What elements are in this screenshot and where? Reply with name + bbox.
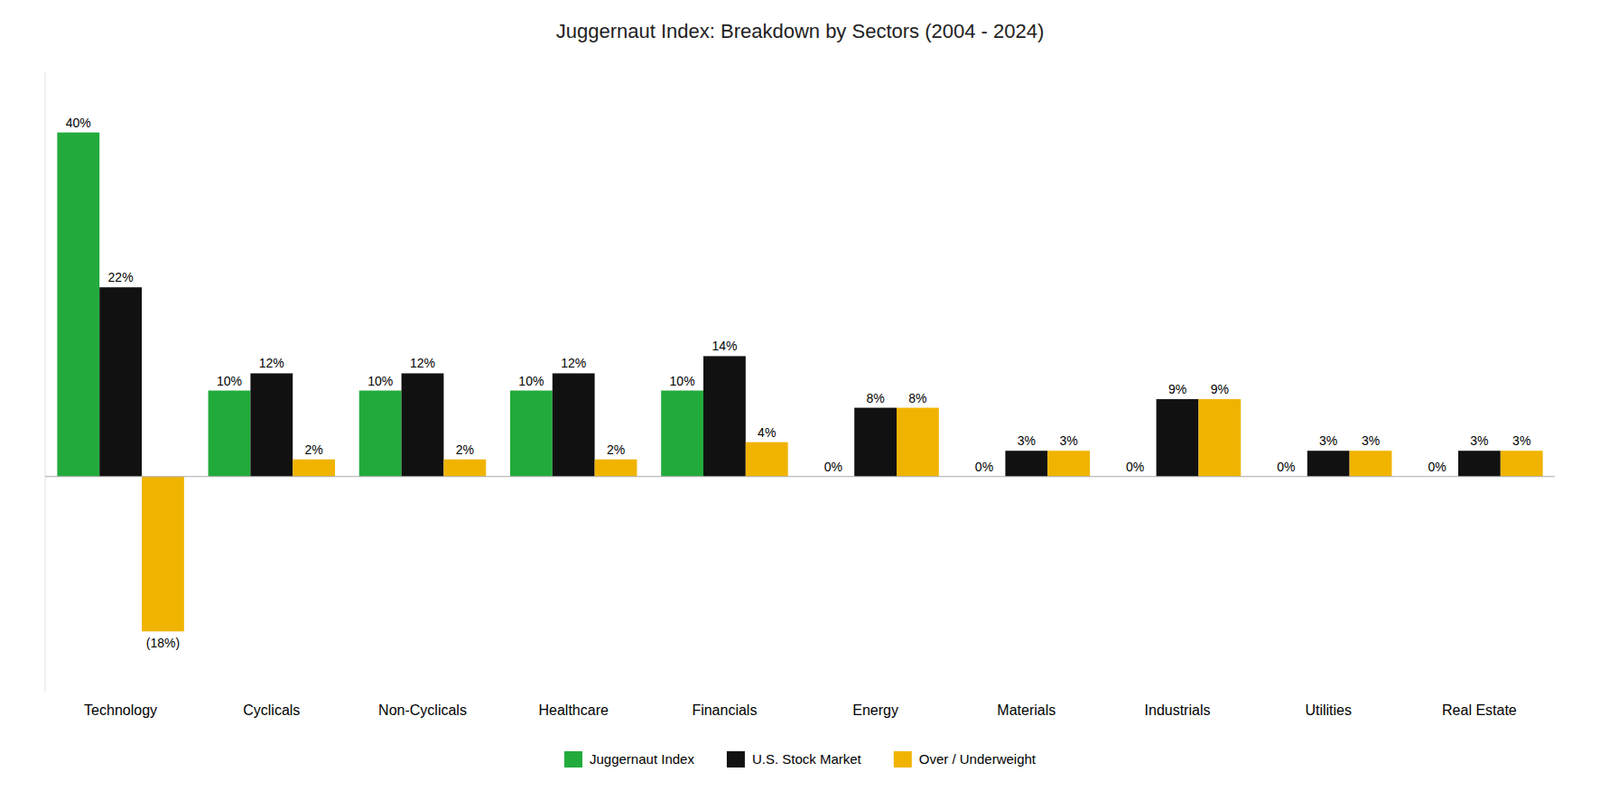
x-tick-label: Cyclicals bbox=[242, 702, 300, 718]
x-tick-label: Materials bbox=[996, 702, 1056, 718]
x-tick-label: Industrials bbox=[1144, 702, 1211, 718]
data-label: 10% bbox=[518, 373, 544, 389]
data-label: 8% bbox=[908, 390, 927, 406]
bar bbox=[552, 372, 596, 476]
legend-item: Over / Underweight bbox=[893, 751, 1037, 768]
data-label: 10% bbox=[216, 373, 242, 389]
bar bbox=[1047, 450, 1090, 477]
data-label: 10% bbox=[367, 373, 393, 389]
bar bbox=[595, 459, 638, 477]
legend-swatch bbox=[893, 751, 912, 768]
data-label: 12% bbox=[560, 355, 587, 371]
legend-label: Over / Underweight bbox=[919, 751, 1037, 767]
data-label: 0% bbox=[1276, 459, 1295, 475]
legend-label: U.S. Stock Market bbox=[752, 751, 863, 767]
x-tick-label: Non-Cyclicals bbox=[378, 702, 467, 718]
legend-item: U.S. Stock Market bbox=[726, 751, 863, 768]
legend: Juggernaut Index U.S. Stock Market Over / … bbox=[564, 751, 1037, 768]
bar bbox=[359, 390, 402, 477]
data-label: 2% bbox=[606, 442, 625, 457]
bar bbox=[703, 355, 746, 476]
data-labels: 40% 10% 10% 10% 10% 0% 0% 0% 0% 0% 22% 12% 12% 12% 14%… bbox=[65, 115, 1532, 652]
bar bbox=[208, 390, 252, 477]
bar bbox=[854, 408, 897, 477]
data-label: 0% bbox=[824, 459, 843, 475]
data-label: 2% bbox=[455, 442, 475, 457]
legend-label: Juggernaut Index bbox=[589, 751, 695, 767]
data-label: (18%) bbox=[146, 635, 180, 651]
bar bbox=[896, 408, 940, 477]
data-label: 12% bbox=[409, 355, 436, 371]
data-label: 0% bbox=[1427, 459, 1446, 475]
zero-line bbox=[45, 475, 1555, 477]
data-label: 12% bbox=[259, 355, 285, 371]
bar bbox=[1198, 399, 1241, 477]
x-tick-label: Healthcare bbox=[539, 702, 609, 718]
x-tick-label: Utilities bbox=[1304, 702, 1352, 718]
data-label: 3% bbox=[1361, 433, 1380, 448]
data-label: 4% bbox=[757, 425, 776, 440]
x-tick-label: Technology bbox=[83, 702, 158, 718]
x-tick-label: Real Estate bbox=[1441, 702, 1517, 718]
legend-swatch bbox=[564, 751, 583, 768]
data-label: 22% bbox=[108, 269, 134, 285]
data-label: 2% bbox=[304, 442, 323, 457]
bar bbox=[510, 390, 553, 477]
bar bbox=[443, 459, 486, 477]
data-label: 0% bbox=[975, 459, 994, 475]
bar bbox=[1349, 450, 1393, 477]
data-label: 3% bbox=[1469, 433, 1489, 448]
title: Juggernaut Index: Breakdown by Sectors (… bbox=[556, 19, 1045, 43]
bar bbox=[660, 390, 704, 477]
x-tick-label: Energy bbox=[852, 702, 899, 718]
data-label: 0% bbox=[1125, 459, 1145, 475]
data-label: 9% bbox=[1168, 381, 1187, 397]
chart-container: Juggernaut Index: Breakdown by Sectors (… bbox=[0, 0, 1600, 800]
legend-item: Juggernaut Index bbox=[564, 751, 695, 768]
bar bbox=[1307, 450, 1350, 477]
chart-svg: Juggernaut Index: Breakdown by Sectors (… bbox=[0, 0, 1600, 800]
bar bbox=[292, 459, 335, 477]
data-label: 3% bbox=[1059, 433, 1078, 448]
data-label: 3% bbox=[1017, 433, 1036, 448]
bar bbox=[250, 372, 293, 476]
bar bbox=[1458, 450, 1501, 477]
bar bbox=[1004, 450, 1048, 477]
x-tick-label: Financials bbox=[691, 702, 757, 718]
bar bbox=[401, 372, 445, 476]
data-label: 8% bbox=[865, 390, 884, 406]
data-label: 10% bbox=[669, 373, 696, 389]
bar bbox=[56, 132, 100, 477]
bar bbox=[99, 287, 142, 477]
y-axis-line bbox=[45, 72, 47, 692]
data-label: 3% bbox=[1319, 433, 1338, 448]
bar bbox=[745, 442, 789, 477]
bar bbox=[141, 476, 185, 633]
data-label: 40% bbox=[65, 115, 92, 131]
data-label: 9% bbox=[1210, 381, 1229, 397]
bar bbox=[1500, 450, 1544, 477]
bar bbox=[1156, 399, 1200, 477]
bars bbox=[56, 132, 1543, 633]
legend-swatch bbox=[726, 751, 745, 768]
data-label: 14% bbox=[711, 338, 737, 354]
data-label: 3% bbox=[1512, 433, 1531, 448]
